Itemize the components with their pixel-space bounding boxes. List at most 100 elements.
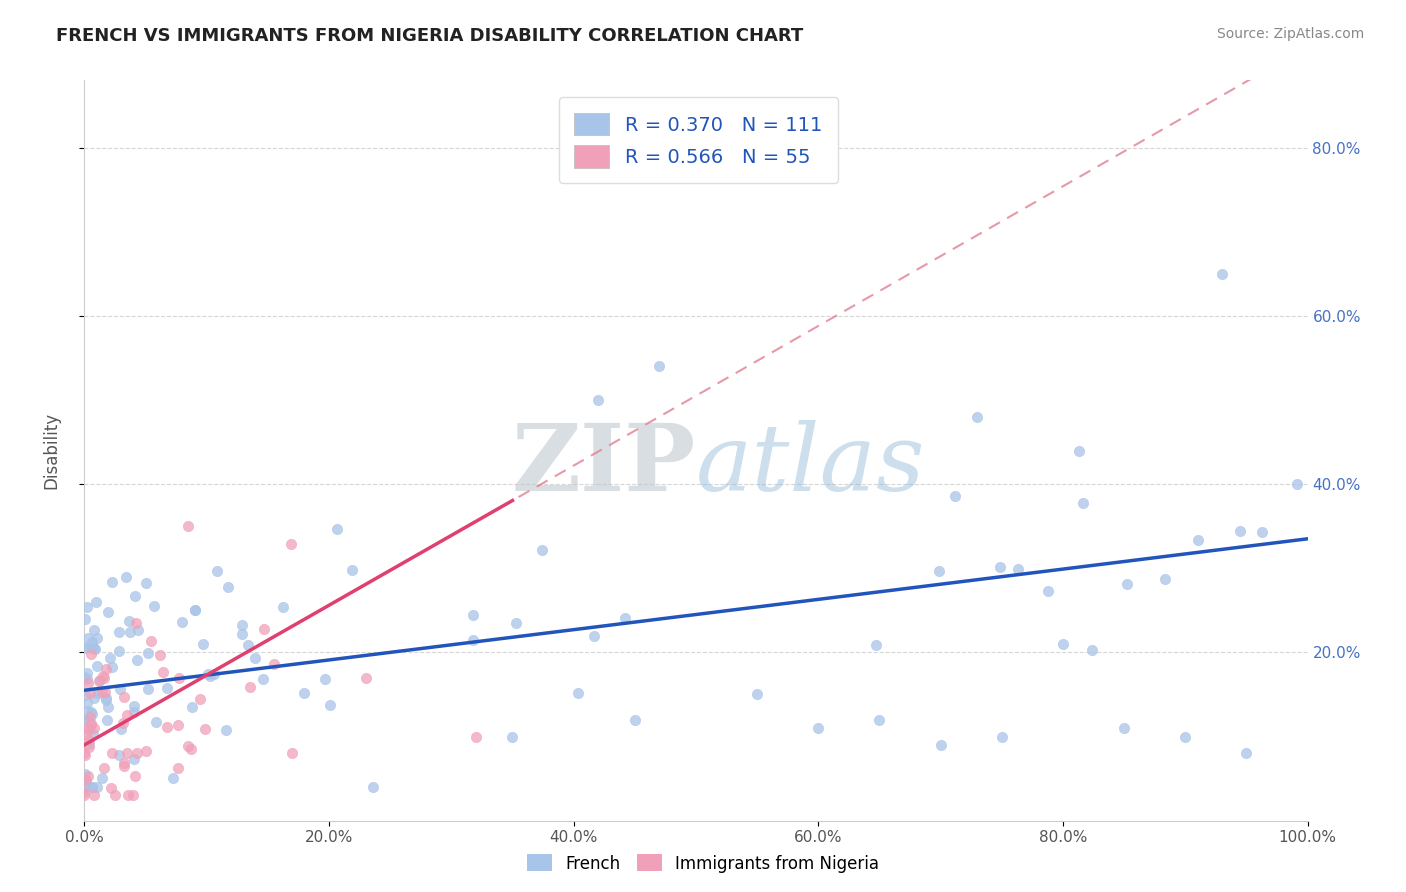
Point bbox=[100, 746, 122, 760]
Point bbox=[1114, 721, 1136, 735]
Point bbox=[1081, 643, 1104, 657]
Point bbox=[89, 674, 111, 689]
Point bbox=[530, 543, 553, 558]
Point bbox=[170, 615, 193, 629]
Point bbox=[80, 780, 103, 794]
Point bbox=[1069, 443, 1091, 458]
Point bbox=[93, 761, 115, 775]
Point bbox=[90, 771, 112, 785]
Point bbox=[86, 780, 108, 794]
Legend: French, Immigrants from Nigeria: French, Immigrants from Nigeria bbox=[520, 847, 886, 880]
Point bbox=[1052, 637, 1074, 651]
Point bbox=[73, 746, 96, 760]
Point bbox=[83, 624, 105, 638]
Point bbox=[76, 721, 98, 735]
Point bbox=[83, 640, 105, 655]
Point bbox=[1251, 525, 1274, 540]
Point bbox=[747, 688, 769, 702]
Point bbox=[502, 730, 524, 744]
Point bbox=[583, 629, 606, 643]
Point bbox=[76, 600, 98, 615]
Point bbox=[505, 615, 527, 630]
Point bbox=[136, 682, 159, 697]
Point bbox=[1236, 747, 1258, 761]
Point bbox=[100, 574, 122, 589]
Y-axis label: Disability: Disability bbox=[42, 412, 60, 489]
Point bbox=[624, 713, 647, 727]
Point bbox=[292, 686, 315, 700]
Point bbox=[167, 718, 190, 732]
Point bbox=[463, 632, 485, 647]
Point bbox=[73, 641, 96, 656]
Point bbox=[73, 670, 96, 684]
Point bbox=[177, 739, 200, 753]
Point bbox=[108, 747, 131, 762]
Point bbox=[280, 537, 302, 551]
Point bbox=[245, 651, 267, 665]
Point bbox=[77, 733, 100, 747]
Point bbox=[73, 747, 96, 762]
Point bbox=[167, 761, 190, 775]
Point bbox=[77, 676, 100, 690]
Point bbox=[943, 489, 966, 503]
Point bbox=[354, 671, 377, 685]
Point bbox=[807, 721, 830, 735]
Point bbox=[84, 642, 107, 657]
Text: ZIP: ZIP bbox=[512, 420, 696, 510]
Point bbox=[135, 575, 157, 590]
Point bbox=[117, 789, 139, 803]
Point bbox=[79, 717, 101, 731]
Point bbox=[73, 780, 96, 794]
Point bbox=[90, 685, 112, 699]
Point bbox=[239, 680, 262, 694]
Point bbox=[77, 737, 100, 751]
Point bbox=[75, 773, 97, 788]
Point bbox=[118, 614, 141, 628]
Point bbox=[83, 722, 105, 736]
Point bbox=[114, 690, 136, 704]
Point bbox=[252, 672, 274, 686]
Point bbox=[152, 665, 174, 680]
Point bbox=[83, 789, 105, 803]
Point bbox=[143, 599, 166, 613]
Point bbox=[73, 784, 96, 798]
Point bbox=[79, 739, 101, 754]
Point bbox=[73, 789, 96, 803]
Point bbox=[361, 780, 384, 794]
Point bbox=[79, 710, 101, 724]
Point bbox=[80, 647, 103, 661]
Point bbox=[1211, 267, 1233, 281]
Point bbox=[117, 708, 139, 723]
Point bbox=[145, 714, 167, 729]
Point bbox=[79, 717, 101, 731]
Point bbox=[202, 667, 225, 681]
Point bbox=[76, 769, 98, 783]
Point bbox=[86, 659, 108, 673]
Point bbox=[648, 359, 671, 374]
Point bbox=[180, 741, 202, 756]
Point bbox=[1036, 584, 1059, 599]
Point bbox=[76, 704, 98, 718]
Point bbox=[966, 409, 988, 424]
Point bbox=[614, 611, 637, 625]
Point bbox=[162, 771, 184, 785]
Point bbox=[107, 625, 129, 640]
Point bbox=[929, 738, 952, 752]
Point bbox=[110, 722, 132, 736]
Point bbox=[73, 726, 96, 740]
Point bbox=[198, 668, 221, 682]
Point bbox=[586, 392, 609, 407]
Point bbox=[75, 780, 97, 794]
Point bbox=[253, 622, 276, 636]
Point bbox=[96, 691, 118, 706]
Point bbox=[1187, 533, 1209, 548]
Point bbox=[991, 730, 1014, 744]
Point bbox=[107, 644, 129, 658]
Point bbox=[125, 653, 148, 667]
Point bbox=[281, 747, 304, 761]
Point bbox=[988, 559, 1011, 574]
Point bbox=[112, 758, 135, 772]
Point bbox=[1229, 524, 1251, 539]
Point bbox=[76, 665, 98, 680]
Text: FRENCH VS IMMIGRANTS FROM NIGERIA DISABILITY CORRELATION CHART: FRENCH VS IMMIGRANTS FROM NIGERIA DISABI… bbox=[56, 27, 803, 45]
